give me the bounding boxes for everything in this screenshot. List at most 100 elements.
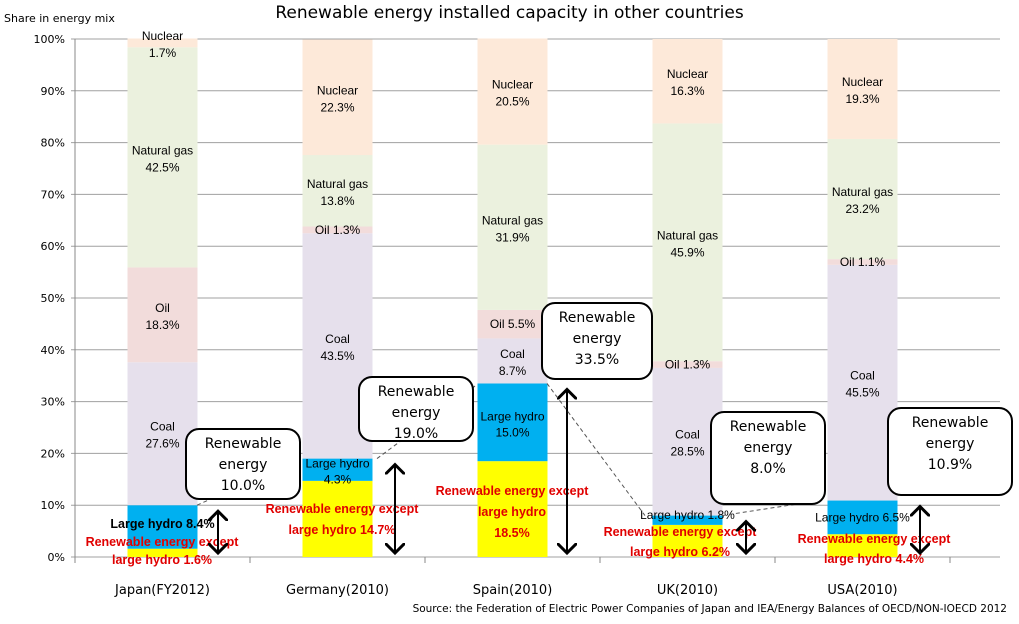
- callout-text: 19.0%: [393, 426, 439, 442]
- y-axis-label: Share in energy mix: [4, 12, 115, 25]
- data-label: 20.5%: [495, 95, 529, 109]
- data-label: Coal: [850, 369, 875, 383]
- bar-segment-natural-gas: [652, 123, 723, 362]
- bar-segment-large-hydro: [302, 458, 373, 481]
- callout-renewable-energy: Renewable energy 10.0%: [185, 428, 301, 500]
- bar-segment-large-hydro: [477, 383, 548, 462]
- bar-segment-oil: [302, 226, 373, 234]
- bar-segment-natural-gas: [127, 47, 198, 268]
- data-label: Nuclear: [667, 67, 708, 81]
- data-label: Nuclear: [842, 75, 883, 89]
- callout-text: energy: [391, 405, 441, 421]
- y-tick-label: 80%: [41, 137, 65, 150]
- bar-segment-coal: [477, 338, 548, 384]
- data-label: Large hydro 1.8%: [640, 508, 735, 522]
- data-label: Large hydro 8.4%: [110, 517, 214, 531]
- bar-segment-renewable-energy-except-large-hydro: [127, 548, 198, 557]
- leader-line: [721, 500, 821, 517]
- data-label: Natural gas: [307, 177, 368, 191]
- data-label: Large hydro 6.5%: [815, 510, 910, 524]
- data-label: 31.9%: [495, 230, 529, 244]
- y-tick-label: 40%: [41, 344, 65, 357]
- data-label: 45.9%: [670, 245, 704, 259]
- bar-segment-renewable-energy-except-large-hydro: [302, 480, 373, 557]
- callout-text: Renewable: [377, 384, 455, 400]
- data-label: 18.3%: [145, 318, 179, 332]
- data-label: large hydro 14.7%: [289, 523, 396, 537]
- callout-text: Renewable: [911, 415, 989, 431]
- y-tick-label: 30%: [41, 396, 65, 409]
- bar-segment-coal: [827, 264, 898, 501]
- data-label: Coal: [500, 347, 525, 361]
- bar-segment-nuclear: [127, 38, 198, 48]
- data-label: Nuclear: [492, 78, 533, 92]
- data-label: 8.7%: [499, 364, 527, 378]
- callout-renewable-energy: Renewable energy 33.5%: [541, 302, 653, 380]
- bar-segment-nuclear: [302, 39, 373, 156]
- y-tick-label: 70%: [41, 188, 65, 201]
- callout-renewable-energy: Renewable energy 19.0%: [358, 376, 474, 442]
- data-label: 4.3%: [324, 473, 352, 487]
- bar-segment-oil: [477, 309, 548, 339]
- data-label: Renewable energy except: [604, 525, 758, 539]
- data-label: 43.5%: [320, 349, 354, 363]
- data-label: 18.5%: [494, 526, 529, 540]
- x-tick-label: USA(2010): [827, 583, 897, 598]
- data-label: 42.5%: [145, 160, 179, 174]
- callout-text: Renewable: [204, 436, 282, 452]
- callout-text: energy: [572, 331, 622, 347]
- data-label: large hydro 4.4%: [824, 552, 924, 566]
- bar-segment-large-hydro: [652, 515, 723, 525]
- y-tick-label: 90%: [41, 85, 65, 98]
- x-tick-label: Spain(2010): [473, 583, 553, 598]
- bar-segment-large-hydro: [827, 500, 898, 535]
- y-tick-label: 100%: [34, 33, 65, 46]
- data-label: Coal: [675, 428, 700, 442]
- data-label: 27.6%: [145, 437, 179, 451]
- bar-segment-oil: [652, 361, 723, 368]
- data-label: 15.0%: [495, 425, 529, 439]
- data-label: Renewable energy except: [436, 484, 590, 498]
- data-label: Renewable energy except: [86, 535, 240, 549]
- data-label: Coal: [325, 332, 350, 346]
- data-label: Nuclear: [317, 83, 358, 97]
- bar-segment-nuclear: [652, 39, 723, 124]
- callout-text: energy: [743, 440, 793, 456]
- y-tick-label: 60%: [41, 240, 65, 253]
- data-label: Large hydro: [305, 457, 369, 471]
- x-tick-label: Japan(FY2012): [114, 583, 210, 598]
- data-label: 1.7%: [149, 46, 177, 60]
- bar-segment-large-hydro: [127, 505, 198, 549]
- source-note: Source: the Federation of Electric Power…: [412, 603, 1007, 615]
- callout-renewable-energy: Renewable energy 10.9%: [887, 407, 1013, 496]
- y-tick-label: 0%: [48, 551, 65, 564]
- y-tick-label: 10%: [41, 499, 65, 512]
- data-label: Renewable energy except: [266, 502, 420, 516]
- callout-text: 10.9%: [927, 457, 973, 473]
- data-label: 19.3%: [845, 92, 879, 106]
- callout-text: energy: [218, 457, 268, 473]
- y-tick-label: 50%: [41, 292, 65, 305]
- callout-text: Renewable: [558, 310, 636, 326]
- data-label: large hydro: [478, 505, 546, 519]
- data-label: Oil 1.3%: [665, 358, 711, 372]
- bar-segment-oil: [827, 259, 898, 265]
- data-label: 22.3%: [320, 100, 354, 114]
- callout-text: 10.0%: [220, 478, 266, 494]
- data-label: Oil 1.1%: [840, 255, 886, 269]
- data-label: Natural gas: [482, 213, 543, 227]
- callout-renewable-energy: Renewable energy 8.0%: [710, 411, 826, 505]
- data-label: 45.5%: [845, 386, 879, 400]
- bar-segment-renewable-energy-except-large-hydro: [477, 461, 548, 557]
- data-label: Coal: [150, 420, 175, 434]
- callout-text: energy: [925, 436, 975, 452]
- data-label: Natural gas: [657, 228, 718, 242]
- chart-title: Renewable energy installed capacity in o…: [275, 3, 744, 23]
- x-tick-label: Germany(2010): [286, 583, 389, 598]
- data-label: Oil 5.5%: [490, 317, 536, 331]
- bar-segment-oil: [127, 267, 198, 363]
- bar-segment-renewable-energy-except-large-hydro: [827, 534, 898, 557]
- bar-segment-natural-gas: [302, 155, 373, 227]
